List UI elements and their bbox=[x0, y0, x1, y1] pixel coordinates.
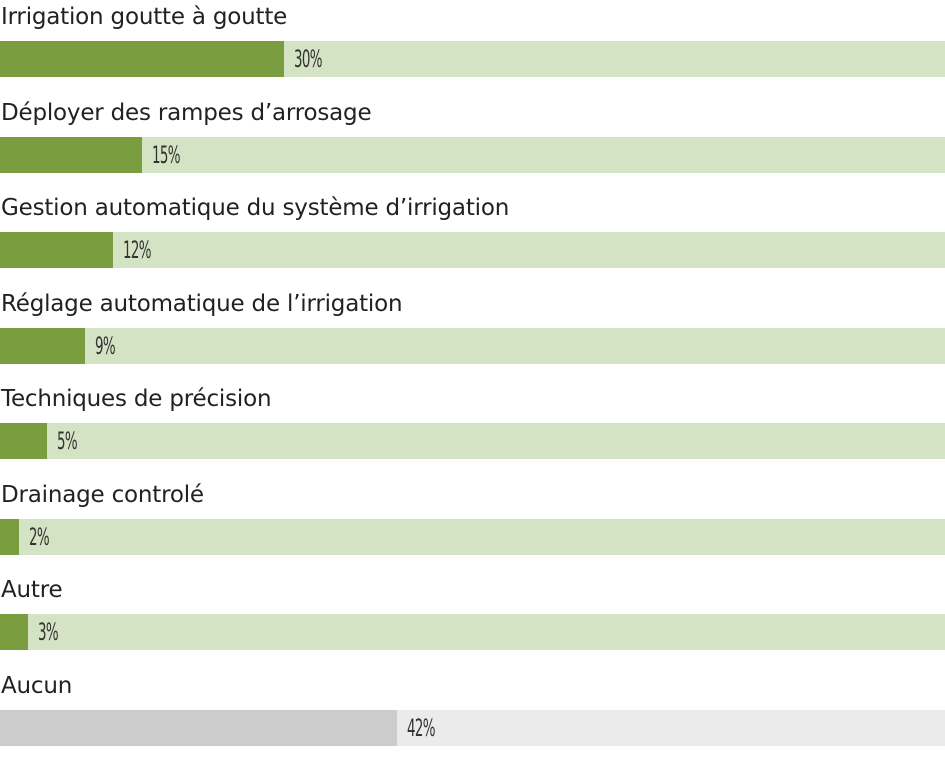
bar-track: 42% bbox=[0, 710, 945, 746]
bar-category-label: Gestion automatique du système d’irrigat… bbox=[1, 195, 510, 221]
bar-track: 9% bbox=[0, 328, 945, 364]
bar-fill bbox=[0, 519, 19, 555]
bar-category-label: Aucun bbox=[1, 673, 73, 699]
bar-fill bbox=[0, 137, 142, 173]
bar-track: 30% bbox=[0, 41, 945, 77]
bar-row: Autre 3% bbox=[0, 573, 945, 668]
bar-row: Techniques de précision 5% bbox=[0, 382, 945, 477]
bar-row: Drainage controlé 2% bbox=[0, 478, 945, 573]
bar-row: Aucun 42% bbox=[0, 669, 945, 764]
bar-fill bbox=[0, 41, 284, 77]
bar-row: Réglage automatique de l’irrigation 9% bbox=[0, 287, 945, 382]
bar-track: 5% bbox=[0, 423, 945, 459]
bar-fill bbox=[0, 614, 29, 650]
bar-fill bbox=[0, 232, 114, 268]
bar-row: Irrigation goutte à goutte 30% bbox=[0, 0, 945, 95]
bar-category-label: Autre bbox=[1, 577, 63, 603]
bar-track: 3% bbox=[0, 614, 945, 650]
bar-value-label: 12% bbox=[123, 236, 152, 264]
bar-value-label: 42% bbox=[406, 714, 436, 742]
bar-category-label: Réglage automatique de l’irrigation bbox=[1, 291, 403, 317]
bar-row: Gestion automatique du système d’irrigat… bbox=[0, 191, 945, 286]
bar-category-label: Techniques de précision bbox=[1, 386, 272, 412]
bar-fill bbox=[0, 423, 48, 459]
bar-track: 12% bbox=[0, 232, 945, 268]
bar-fill bbox=[0, 710, 397, 746]
bar-value-label: 3% bbox=[38, 618, 59, 646]
bar-value-label: 15% bbox=[151, 141, 181, 169]
bar-fill bbox=[0, 328, 85, 364]
bar-category-label: Déployer des rampes d’arrosage bbox=[1, 100, 372, 126]
bar-track: 15% bbox=[0, 137, 945, 173]
bar-track: 2% bbox=[0, 519, 945, 555]
bar-category-label: Drainage controlé bbox=[1, 482, 204, 508]
bar-row: Déployer des rampes d’arrosage 15% bbox=[0, 96, 945, 191]
bar-category-label: Irrigation goutte à goutte bbox=[1, 4, 288, 30]
bar-value-label: 5% bbox=[57, 427, 78, 455]
bar-value-label: 9% bbox=[95, 332, 116, 360]
bar-value-label: 2% bbox=[28, 523, 50, 551]
bar-value-label: 30% bbox=[293, 45, 323, 73]
